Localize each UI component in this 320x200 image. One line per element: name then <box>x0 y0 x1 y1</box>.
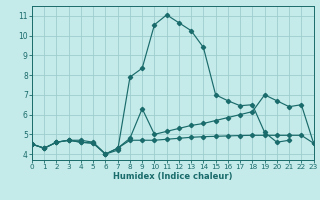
X-axis label: Humidex (Indice chaleur): Humidex (Indice chaleur) <box>113 172 233 181</box>
